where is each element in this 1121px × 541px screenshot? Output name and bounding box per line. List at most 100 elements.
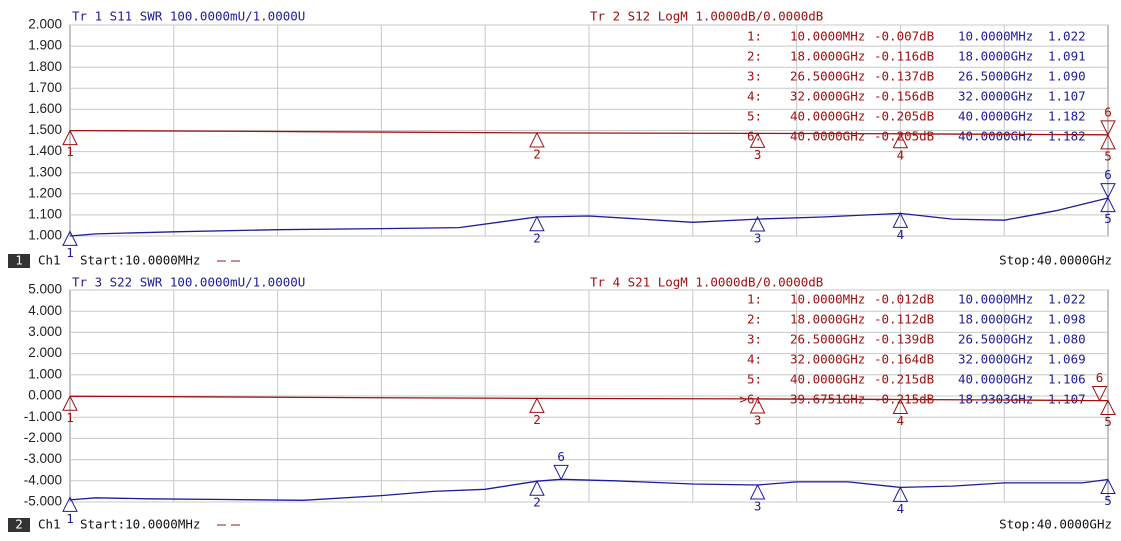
- y-tick-label: 1.700: [28, 80, 62, 95]
- marker: [529, 131, 545, 148]
- marker-value-readout: 1.022: [1048, 29, 1086, 44]
- marker-x-readout: 40.0000GHz: [790, 372, 865, 387]
- y-tick-label: 1.400: [28, 143, 62, 158]
- marker-id: 3: [754, 499, 762, 514]
- marker-value-readout: -0.164dB: [874, 352, 934, 367]
- marker-x-readout: 10.0000MHz: [958, 292, 1033, 307]
- marker-value-readout: 1.069: [1048, 352, 1086, 367]
- marker-id: 4: [897, 501, 905, 516]
- marker-value-readout: 1.090: [1048, 69, 1086, 84]
- marker-value-readout: -0.112dB: [874, 312, 934, 327]
- marker-id: 5: [1104, 414, 1112, 429]
- y-tick-label: -5.000: [24, 494, 62, 509]
- marker-id: 6: [557, 449, 565, 464]
- marker-x-readout: 32.0000GHz: [958, 89, 1033, 104]
- marker-value-readout: 1.080: [1048, 332, 1086, 347]
- marker-id: 4: [897, 227, 905, 242]
- marker-x-readout: 40.0000GHz: [958, 372, 1033, 387]
- marker-id: 3: [754, 412, 762, 427]
- marker: [1100, 399, 1116, 416]
- marker-value-readout: 1.106: [1048, 372, 1086, 387]
- marker-table-id: 2:: [747, 49, 762, 64]
- y-tick-label: 2.000: [28, 345, 62, 360]
- trace: [69, 478, 1109, 501]
- stop-label: Stop:40.0000GHz: [999, 517, 1112, 532]
- marker-id: 6: [1096, 370, 1104, 385]
- marker-x-readout: 26.5000GHz: [790, 332, 865, 347]
- marker-x-readout: 10.0000MHz: [790, 292, 865, 307]
- marker-value-readout: 1.182: [1048, 129, 1086, 144]
- marker: [749, 397, 766, 414]
- marker: [553, 464, 569, 481]
- marker-id: 5: [1104, 493, 1112, 508]
- marker-id: 6: [1104, 104, 1112, 119]
- marker-value-readout: -0.205dB: [874, 109, 934, 124]
- channel-number: 1: [15, 253, 23, 268]
- marker: [1100, 196, 1116, 213]
- trace: [69, 197, 1109, 237]
- marker-table-id: 2:: [747, 312, 762, 327]
- marker: [892, 132, 909, 149]
- marker-table-id: 5:: [747, 372, 762, 387]
- marker: [62, 496, 78, 512]
- marker: [749, 215, 766, 232]
- marker-x-readout: 32.0000GHz: [958, 352, 1033, 367]
- marker-id: 2: [533, 146, 541, 161]
- marker-id: 4: [897, 147, 905, 162]
- y-tick-label: 1.000: [28, 228, 62, 243]
- y-tick-label: 1.600: [28, 101, 62, 116]
- marker-id: 2: [533, 412, 541, 427]
- marker-id: 2: [533, 495, 541, 510]
- marker-id: 6: [1104, 167, 1112, 182]
- marker-value-readout: 1.107: [1048, 89, 1086, 104]
- trace-header: Tr 2 S12 LogM 1.0000dB/0.0000dB: [590, 9, 823, 24]
- marker-id: 1: [66, 245, 74, 260]
- marker-value-readout: 1.107: [1048, 392, 1086, 407]
- marker-x-readout: 40.0000GHz: [790, 109, 865, 124]
- marker: [892, 212, 909, 228]
- marker: [749, 483, 766, 500]
- marker-id: 3: [754, 147, 762, 162]
- marker: [529, 215, 545, 232]
- marker-x-readout: 32.0000GHz: [790, 352, 865, 367]
- trace: [69, 129, 1109, 136]
- marker: [1100, 478, 1116, 495]
- channel-number: 2: [15, 517, 23, 532]
- marker: [1100, 183, 1116, 199]
- marker-value-readout: -0.205dB: [874, 129, 934, 144]
- stop-label: Stop:40.0000GHz: [999, 253, 1112, 268]
- marker-value-readout: -0.116dB: [874, 49, 934, 64]
- marker-value-readout: -0.215dB: [874, 372, 934, 387]
- y-tick-label: 0.000: [28, 388, 62, 403]
- marker-x-readout: 10.0000MHz: [958, 29, 1033, 44]
- marker-value-readout: -0.139dB: [874, 332, 934, 347]
- marker-id: 5: [1104, 211, 1112, 226]
- channel-badge: [8, 254, 30, 268]
- marker: [749, 132, 766, 148]
- marker-value-readout: 1.098: [1048, 312, 1086, 327]
- y-tick-label: 5.000: [28, 282, 62, 297]
- marker-x-readout: 18.0000GHz: [790, 312, 865, 327]
- trace-header: Tr 3 S22 SWR 100.0000mU/1.0000U: [72, 275, 305, 290]
- y-tick-label: -1.000: [24, 409, 62, 424]
- y-tick-label: 1.200: [28, 185, 62, 200]
- marker-x-readout: 26.5000GHz: [958, 332, 1033, 347]
- marker-value-readout: -0.012dB: [874, 292, 934, 307]
- marker-value-readout: -0.007dB: [874, 29, 934, 44]
- marker-id: 5: [1104, 148, 1112, 163]
- marker-x-readout: 39.6751GHz: [790, 392, 865, 407]
- marker-id: 3: [754, 231, 762, 246]
- channel-badge: [8, 518, 30, 532]
- marker: [62, 230, 78, 246]
- marker-x-readout: 40.0000GHz: [958, 109, 1033, 124]
- y-tick-label: -3.000: [24, 451, 62, 466]
- marker-x-readout: 26.5000GHz: [790, 69, 865, 84]
- marker: [892, 486, 909, 502]
- marker-id: 2: [533, 230, 541, 245]
- marker-value-readout: 1.182: [1048, 109, 1086, 124]
- marker-x-readout: 40.0000GHz: [790, 129, 865, 144]
- marker-value-readout: -0.156dB: [874, 89, 934, 104]
- marker-x-readout: 18.9303GHz: [958, 392, 1033, 407]
- marker-x-readout: 32.0000GHz: [790, 89, 865, 104]
